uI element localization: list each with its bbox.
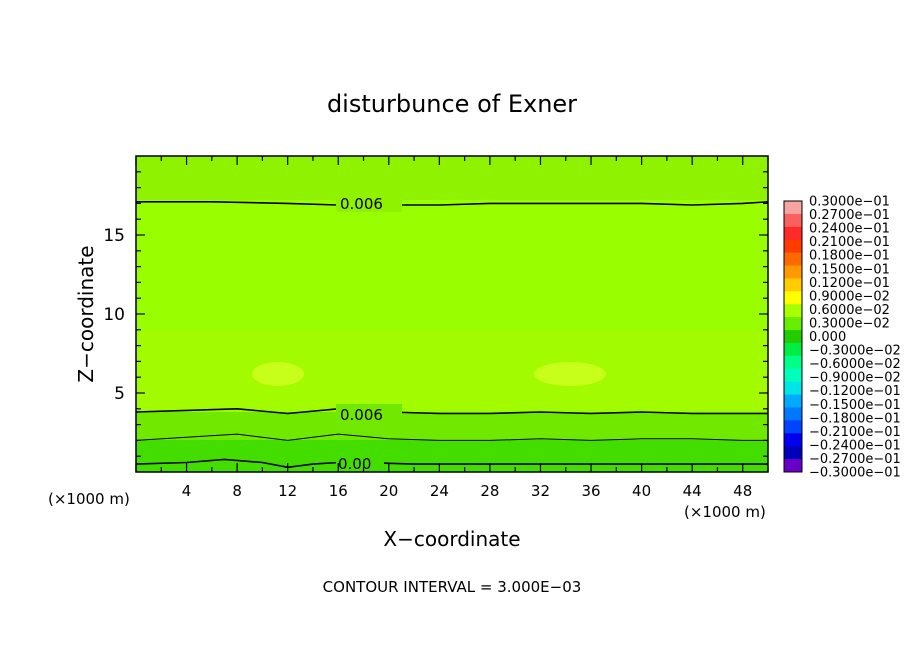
colorbar-label: 0.1800e−01: [809, 249, 890, 264]
y-tick-label: 15: [103, 226, 125, 246]
field-bottom-band: [136, 440, 768, 472]
colorbar-label: 0.2700e−01: [809, 208, 890, 223]
x-unit-left: (×1000 m): [48, 490, 130, 508]
x-tick-label: 24: [430, 482, 449, 500]
x-unit-right: (×1000 m): [684, 503, 766, 521]
x-tick-label: 20: [379, 482, 398, 500]
field-blob-left: [252, 362, 304, 386]
colorbar-swatch: [784, 278, 802, 292]
y-tick-label: 10: [103, 305, 125, 325]
colorbar-labels: 0.3000e−010.2700e−010.2400e−010.2100e−01…: [809, 195, 901, 481]
colorbar-swatch: [784, 317, 802, 331]
x-tick-label: 44: [683, 482, 702, 500]
colorbar-swatch: [784, 459, 802, 473]
colorbar-swatch: [784, 265, 802, 279]
contour-label-middle: 0.006: [340, 406, 383, 424]
plot-area: [136, 156, 768, 472]
x-tick-label: 36: [581, 482, 600, 500]
colorbar-label: −0.2100e−01: [809, 425, 901, 440]
colorbar-swatch: [784, 304, 802, 318]
colorbar-swatch: [784, 394, 802, 408]
contour-line-0: [136, 201, 768, 206]
colorbar-swatch: [784, 213, 802, 228]
y-tick-labels: 5 10 15: [103, 226, 125, 404]
colorbar-swatch: [784, 201, 802, 215]
y-axis-label: Z−coordinate: [74, 245, 98, 382]
x-tick-label: 16: [329, 482, 348, 500]
colorbar-label: −0.6000e−02: [809, 357, 901, 372]
colorbar-swatch: [784, 381, 802, 395]
colorbar-swatch: [784, 239, 802, 254]
x-tick-label: 40: [632, 482, 651, 500]
contour-label-top: 0.006: [340, 195, 383, 213]
colorbar-swatch: [784, 433, 802, 447]
x-tick-label: 28: [480, 482, 499, 500]
contour-interval-note: CONTOUR INTERVAL = 3.000E−03: [323, 578, 582, 596]
axis-ticks: [135, 156, 769, 472]
colorbar-label: −0.9000e−02: [809, 371, 901, 386]
colorbar-swatch: [784, 355, 802, 370]
colorbar-label: 0.3000e−01: [809, 195, 890, 210]
colorbar-swatch: [784, 226, 802, 241]
colorbar-label: 0.2400e−01: [809, 222, 890, 237]
colorbar-swatch: [784, 330, 802, 344]
colorbar-swatch: [784, 252, 802, 266]
colorbar-swatch: [784, 342, 802, 357]
colorbar-label: −0.1200e−01: [809, 384, 901, 399]
field-mid-band: [136, 330, 768, 410]
colorbar: [783, 200, 803, 473]
colorbar-swatch: [784, 368, 802, 383]
colorbar-label: 0.2100e−01: [809, 235, 890, 250]
colorbar-swatch: [784, 407, 802, 421]
colorbar-label: −0.3000e−02: [809, 344, 901, 359]
chart-title: disturbunce of Exner: [327, 90, 577, 118]
colorbar-label: 0.1200e−01: [809, 276, 890, 291]
colorbar-label: 0.9000e−02: [809, 289, 890, 304]
colorbar-label: −0.3000e−01: [809, 466, 901, 481]
colorbar-label: 0.000: [809, 330, 846, 345]
x-tick-label: 4: [182, 482, 192, 500]
colorbar-label: 0.3000e−02: [809, 316, 890, 331]
x-tick-label: 12: [278, 482, 297, 500]
x-tick-label: 48: [733, 482, 752, 500]
x-tick-label: 8: [232, 482, 242, 500]
colorbar-frame: [783, 200, 803, 473]
colorbar-swatch: [784, 291, 802, 305]
colorbar-label: 0.1500e−01: [809, 262, 890, 277]
colorbar-label: 0.6000e−02: [809, 303, 890, 318]
colorbar-swatch: [784, 420, 802, 434]
colorbar-label: −0.1500e−01: [809, 398, 901, 413]
contour-line-1: [136, 407, 768, 415]
field-top-band: [136, 156, 768, 200]
contour-labels: 0.006 0.006 0.00: [336, 192, 402, 473]
y-tick-label: 5: [114, 384, 125, 404]
colorbar-label: −0.2400e−01: [809, 438, 901, 453]
colorbar-label: −0.2700e−01: [809, 452, 901, 467]
contour-line-2: [136, 433, 768, 441]
colorbar-swatch: [784, 446, 802, 460]
contour-label-bottom: 0.00: [338, 455, 371, 473]
x-axis-label: X−coordinate: [383, 527, 520, 551]
field-blob-right: [534, 362, 606, 386]
x-tick-label: 32: [531, 482, 550, 500]
x-tick-labels: 4 8 12 16 20 24 28 32 36 40 44 48: [182, 482, 752, 500]
colorbar-label: −0.1800e−01: [809, 411, 901, 426]
